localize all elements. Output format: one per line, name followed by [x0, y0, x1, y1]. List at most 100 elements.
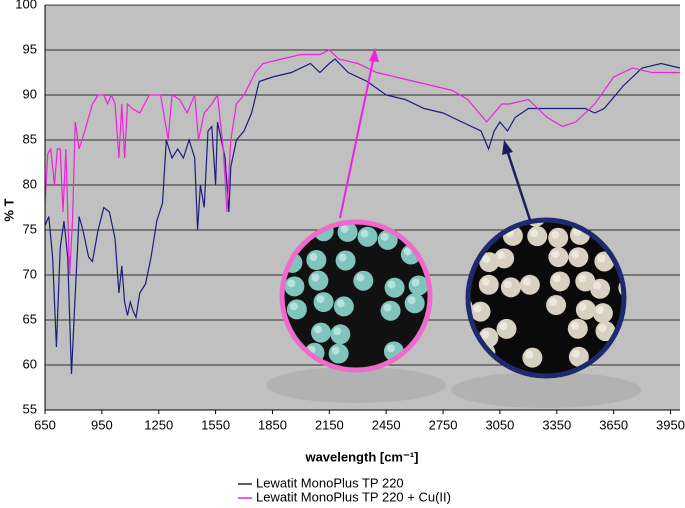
- bead-highlight: [481, 330, 490, 339]
- bead: [478, 274, 499, 295]
- bead-highlight: [336, 299, 345, 308]
- bead-highlight: [578, 274, 587, 283]
- bead-highlight: [387, 280, 396, 289]
- x-tick-label: 2150: [315, 417, 344, 432]
- bead-highlight: [598, 324, 607, 333]
- y-tick-label: 60: [23, 356, 37, 371]
- bead: [353, 270, 374, 291]
- bead: [548, 227, 569, 248]
- bead-highlight: [340, 224, 349, 233]
- x-tick-label: 3350: [542, 417, 571, 432]
- bead-highlight: [578, 302, 587, 311]
- bead: [335, 250, 356, 271]
- bead: [575, 299, 596, 320]
- x-tick-label: 1250: [144, 417, 173, 432]
- bead-highlight: [595, 306, 604, 315]
- y-tick-label: 85: [23, 131, 37, 146]
- x-tick-label: 3950: [656, 417, 685, 432]
- bead-highlight: [309, 253, 318, 262]
- bead-highlight: [356, 273, 365, 282]
- x-tick-label: 3650: [599, 417, 628, 432]
- bead-highlight: [411, 278, 420, 287]
- photos: [266, 48, 641, 408]
- arrow-head: [502, 140, 513, 155]
- bead: [470, 301, 491, 322]
- y-tick-label: 70: [23, 266, 37, 281]
- bead-highlight: [530, 229, 539, 238]
- x-axis-label: wavelength [cm⁻¹]: [304, 449, 418, 464]
- x-tick-label: 2750: [429, 417, 458, 432]
- bead-highlight: [497, 251, 506, 260]
- y-tick-label: 80: [23, 176, 37, 191]
- bead: [519, 274, 540, 295]
- shadow: [266, 367, 446, 403]
- bead: [308, 270, 329, 291]
- bead: [567, 318, 588, 339]
- beads: [468, 220, 624, 376]
- bead-highlight: [481, 277, 490, 286]
- bead-highlight: [287, 279, 296, 288]
- bead-highlight: [311, 273, 320, 282]
- y-tick-label: 90: [23, 86, 37, 101]
- bead-highlight: [338, 253, 347, 262]
- bead-highlight: [549, 298, 558, 307]
- series-line: [44, 49, 680, 276]
- bead-highlight: [522, 277, 531, 286]
- photo-border: [279, 219, 433, 373]
- bead: [546, 295, 567, 316]
- bead-highlight: [289, 302, 298, 311]
- bead: [310, 322, 331, 343]
- bead: [313, 292, 334, 313]
- bead: [404, 293, 425, 314]
- y-tick-label: 95: [23, 41, 37, 56]
- bead-highlight: [551, 250, 560, 259]
- bead: [548, 247, 569, 268]
- y-tick-label: 100: [15, 0, 37, 11]
- bead-highlight: [316, 295, 325, 304]
- bead-highlight: [313, 325, 322, 334]
- bead: [306, 250, 327, 271]
- bead-highlight: [407, 296, 416, 305]
- bead-highlight: [551, 230, 560, 239]
- x-tick-label: 2450: [372, 417, 401, 432]
- bead-highlight: [571, 349, 580, 358]
- bead-highlight: [499, 321, 508, 330]
- bead: [330, 324, 351, 345]
- x-tick-label: 650: [34, 417, 56, 432]
- bead: [549, 271, 570, 292]
- x-tick-label: 3050: [485, 417, 514, 432]
- bead: [384, 277, 405, 298]
- arrow: [339, 55, 375, 219]
- x-tick-label: 950: [91, 417, 113, 432]
- series-line: [44, 58, 681, 375]
- bead: [592, 303, 613, 324]
- bead-highlight: [572, 227, 581, 236]
- y-axis-label: % T: [1, 198, 16, 221]
- bead-highlight: [503, 280, 512, 289]
- bead-highlight: [403, 247, 412, 256]
- bead: [590, 278, 611, 299]
- bead: [286, 299, 307, 320]
- bead: [333, 296, 354, 317]
- bead: [357, 226, 378, 247]
- y-tick-label: 65: [23, 311, 37, 326]
- bead-highlight: [360, 229, 369, 238]
- bead: [496, 318, 517, 339]
- bead: [380, 300, 401, 321]
- bead-highlight: [473, 304, 482, 313]
- lines: [44, 49, 681, 375]
- bead-highlight: [525, 350, 534, 359]
- y-tick-label: 55: [23, 401, 37, 416]
- arrow: [505, 149, 532, 221]
- bead-highlight: [571, 250, 580, 259]
- bead-highlight: [593, 281, 602, 290]
- bead-highlight: [331, 346, 340, 355]
- x-tick-label: 1550: [201, 417, 230, 432]
- arrow-head: [369, 48, 379, 62]
- bead: [527, 226, 548, 247]
- bead-highlight: [482, 255, 491, 264]
- photo-border: [465, 217, 627, 379]
- bead-highlight: [597, 254, 606, 263]
